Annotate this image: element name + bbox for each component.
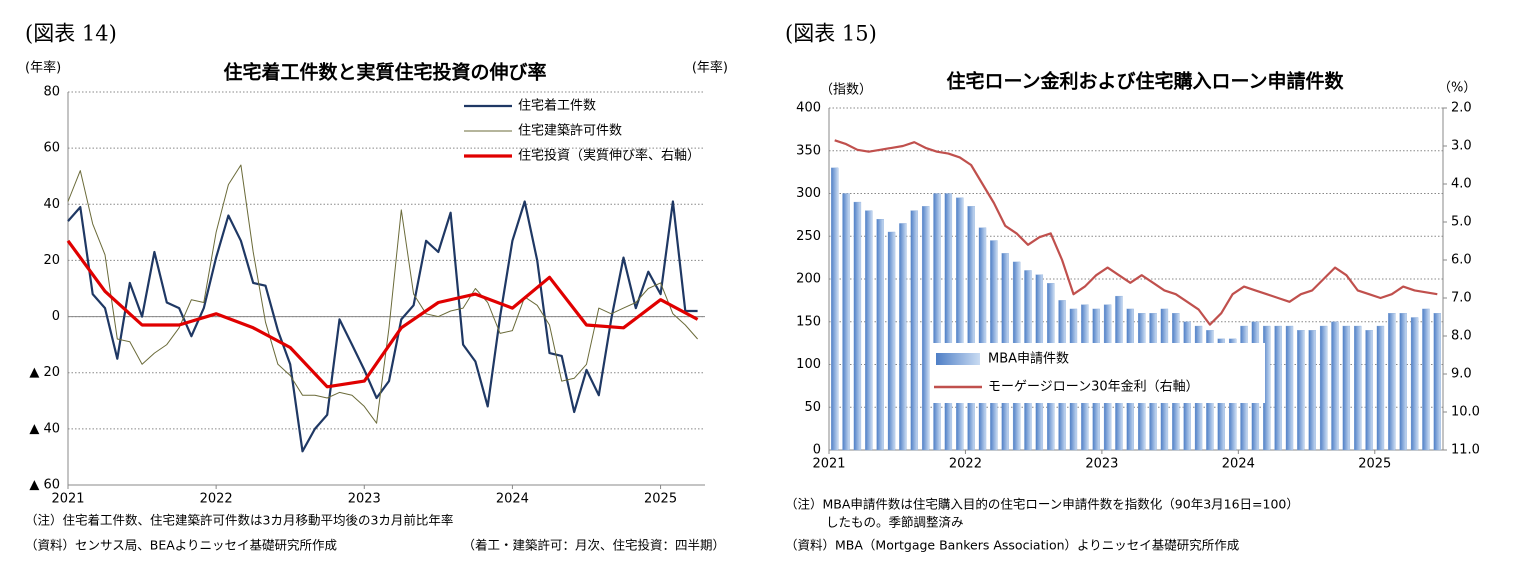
bar xyxy=(887,231,896,451)
bar xyxy=(1297,330,1305,451)
bar xyxy=(853,201,862,451)
bar xyxy=(865,210,873,451)
y-tick-label: 60 xyxy=(43,141,60,156)
bar xyxy=(831,167,839,451)
chart-title: 住宅着工件数と実質住宅投資の伸び率 xyxy=(223,61,546,84)
bar xyxy=(876,218,884,451)
y2-tick-label: 6.0 xyxy=(1451,253,1472,268)
figure-label: (図表 15) xyxy=(785,22,877,46)
x-tick-label: 2025 xyxy=(644,492,677,507)
bar xyxy=(1274,325,1282,451)
x-tick-label: 2025 xyxy=(1358,457,1391,472)
note: （着工・建築許可：月次、住宅投資：四半期） xyxy=(462,538,725,553)
y-tick-label: 350 xyxy=(796,143,821,158)
x-tick-label: 2021 xyxy=(51,492,84,507)
y2-tick-label: 3.0 xyxy=(1451,139,1472,154)
y-tick-label: 250 xyxy=(796,229,821,244)
note: （注）住宅着工件数、住宅建築許可件数は3カ月移動平均後の3カ月前比年率 xyxy=(25,513,453,528)
legend-label: 住宅建築許可件数 xyxy=(518,124,622,139)
bar xyxy=(842,193,850,451)
x-tick-label: 2024 xyxy=(1222,457,1255,472)
y-tick-label: 400 xyxy=(796,101,821,116)
note: （注）MBA申請件数は住宅購入目的の住宅ローン申請件数を指数化（90年3月16日… xyxy=(785,497,1299,512)
chart-title: 住宅ローン金利および住宅購入ローン申請件数 xyxy=(946,70,1344,93)
bar xyxy=(1342,325,1351,451)
note: （資料）センサス局、BEAよりニッセイ基礎研究所作成 xyxy=(25,538,337,553)
x-tick-label: 2023 xyxy=(1085,457,1118,472)
y-tick-label: ▲ 40 xyxy=(29,421,60,436)
bar xyxy=(1354,325,1362,451)
y2-tick-label: 8.0 xyxy=(1451,329,1472,344)
bar xyxy=(944,193,953,451)
bar xyxy=(956,197,964,451)
y-tick-label: 300 xyxy=(796,186,821,201)
y2-tick-label: 9.0 xyxy=(1451,367,1472,382)
y-tick-label: 40 xyxy=(43,197,60,212)
y-tick-label: 100 xyxy=(796,357,821,372)
y2-axis-unit: (年率) xyxy=(692,60,728,76)
y2-tick-label: 5.0 xyxy=(1451,215,1472,230)
y-tick-label: 80 xyxy=(43,85,60,100)
bar xyxy=(1399,313,1407,451)
y-tick-label: 200 xyxy=(796,272,821,287)
bar xyxy=(1422,308,1430,451)
y2-tick-label: 2.0 xyxy=(1451,101,1472,116)
y-tick-label: 0 xyxy=(52,309,60,324)
y-tick-label: 20 xyxy=(43,253,60,268)
bar xyxy=(1331,321,1339,451)
note: （資料）MBA（Mortgage Bankers Association）よりニ… xyxy=(785,538,1239,553)
y2-axis-unit: （%） xyxy=(1438,81,1476,96)
chart: (図表 15) 住宅ローン金利および住宅購入ローン申請件数 （指数） （%） （注）MB… xyxy=(785,22,1480,553)
x-tick-label: 2024 xyxy=(496,492,529,507)
y-tick-label: 0 xyxy=(813,443,821,458)
bar xyxy=(1365,330,1373,451)
line-series xyxy=(66,239,699,389)
line-series xyxy=(834,139,1438,326)
chart: (図表 14) 住宅着工件数と実質住宅投資の伸び率 (年率) (年率) （注）住宅着工件… xyxy=(25,22,728,553)
figure-label: (図表 14) xyxy=(25,22,117,46)
note: したもの。季節調整済み xyxy=(826,515,964,530)
legend-label: MBA申請件数 xyxy=(988,352,1069,367)
bar xyxy=(1308,330,1316,451)
bar xyxy=(978,227,987,451)
bar xyxy=(967,206,975,451)
y-tick-label: ▲ 20 xyxy=(29,365,60,380)
x-tick-label: 2021 xyxy=(812,457,845,472)
legend-swatch xyxy=(936,353,980,365)
y-axis-unit: （指数） xyxy=(820,83,872,98)
legend-label: モーゲージローン30年金利（右軸） xyxy=(988,379,1199,395)
bar xyxy=(933,193,941,451)
bar xyxy=(1410,317,1419,451)
line-series xyxy=(67,164,698,424)
bar xyxy=(1388,313,1396,451)
y2-tick-label: 7.0 xyxy=(1451,291,1472,306)
bar xyxy=(899,223,907,451)
x-tick-label: 2022 xyxy=(949,457,982,472)
legend-box xyxy=(930,343,1265,403)
bar xyxy=(1285,325,1294,451)
x-tick-label: 2022 xyxy=(200,492,233,507)
line-series xyxy=(67,200,698,453)
y2-tick-label: 11.0 xyxy=(1451,443,1480,458)
legend-label: 住宅投資（実質伸び率、右軸） xyxy=(518,148,700,164)
y-tick-label: ▲ 60 xyxy=(29,478,60,493)
y2-tick-label: 4.0 xyxy=(1451,177,1472,192)
y2-tick-label: 10.0 xyxy=(1451,405,1480,420)
bar xyxy=(1376,325,1385,451)
y-tick-label: 50 xyxy=(804,400,821,415)
bar xyxy=(910,210,918,451)
y-axis-unit: (年率) xyxy=(25,60,61,76)
bar xyxy=(1319,325,1328,451)
bar xyxy=(1433,313,1441,451)
bar xyxy=(921,206,930,451)
legend-label: 住宅着工件数 xyxy=(518,98,596,114)
x-tick-label: 2023 xyxy=(348,492,381,507)
y-tick-label: 150 xyxy=(796,314,821,329)
